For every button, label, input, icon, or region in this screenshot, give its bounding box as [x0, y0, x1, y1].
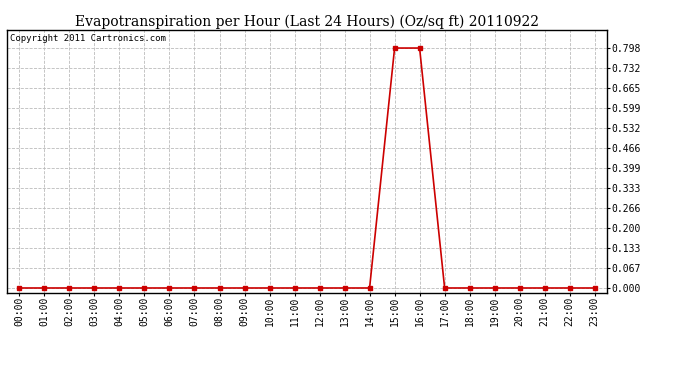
Text: Copyright 2011 Cartronics.com: Copyright 2011 Cartronics.com [10, 34, 166, 43]
Title: Evapotranspiration per Hour (Last 24 Hours) (Oz/sq ft) 20110922: Evapotranspiration per Hour (Last 24 Hou… [75, 15, 539, 29]
